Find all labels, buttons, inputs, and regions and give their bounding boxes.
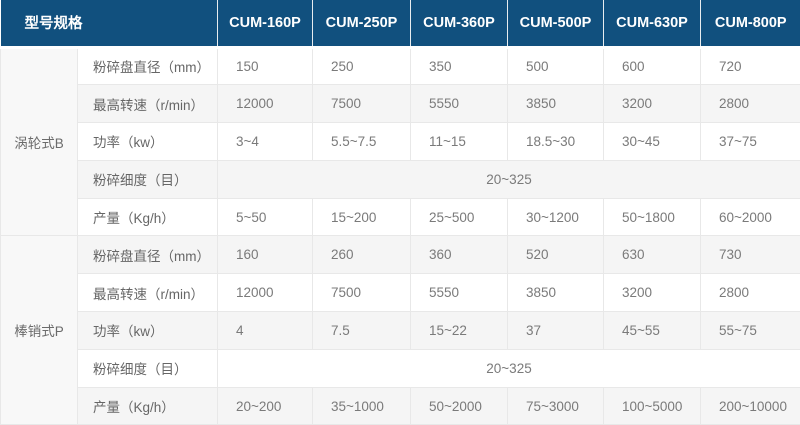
spec-value-cell: 520 [507, 235, 604, 275]
spec-value-cell: 30~1200 [507, 197, 604, 237]
spec-value-cell: 37 [507, 311, 604, 350]
spec-label: 最高转速（r/min） [77, 273, 218, 313]
spec-label: 产量（Kg/h） [77, 197, 218, 237]
model-header-cum-800p: CUM-800P [700, 0, 800, 49]
spec-value-cell: 30~45 [603, 122, 701, 161]
table-body: 涡轮式B 粉碎盘直径（mm） 150 250 350 500 600 720 最高转速（r/mi… [0, 46, 800, 425]
header-row: 型号规格 CUM-160P CUM-250P CUM-360P CUM-500P CUM… [0, 0, 800, 49]
spec-value-cell: 730 [700, 235, 800, 275]
spec-label: 粉碎细度（目） [77, 159, 218, 199]
corner-header: 型号规格 [0, 0, 218, 49]
spec-value-cell: 500 [507, 46, 604, 86]
spec-value-cell: 100~5000 [603, 386, 701, 425]
model-header-cum-500p: CUM-500P [507, 0, 604, 49]
table-row: 最高转速（r/min） 12000 7500 5550 3850 3200 2800 [1, 84, 800, 124]
spec-value-cell: 720 [700, 46, 800, 86]
spec-value-cell: 2800 [700, 273, 800, 313]
spec-value-cell: 3~4 [217, 122, 313, 161]
spec-value-cell: 2800 [700, 84, 800, 124]
spec-value-cell: 3850 [507, 273, 604, 313]
merged-value-cell: 20~325 [217, 348, 800, 388]
spec-value-cell: 25~500 [410, 197, 508, 237]
spec-value-cell: 150 [217, 46, 313, 86]
spec-value-cell: 350 [410, 46, 508, 86]
model-header-cum-160p: CUM-160P [217, 0, 313, 49]
table-row: 粉碎细度（目） 20~325 [1, 348, 800, 388]
model-header-cum-250p: CUM-250P [312, 0, 411, 49]
spec-value-cell: 35~1000 [312, 386, 411, 425]
table-row: 功率（kw） 4 7.5 15~22 37 45~55 55~75 [1, 311, 800, 350]
spec-value-cell: 75~3000 [507, 386, 604, 425]
spec-value-cell: 3200 [603, 84, 701, 124]
model-header-cum-630p: CUM-630P [603, 0, 701, 49]
table-row: 功率（kw） 3~4 5.5~7.5 11~15 18.5~30 30~45 37~75 [1, 122, 800, 161]
spec-value-cell: 7.5 [312, 311, 411, 350]
spec-value-cell: 5.5~7.5 [312, 122, 411, 161]
spec-label: 最高转速（r/min） [77, 84, 218, 124]
spec-value-cell: 55~75 [700, 311, 800, 350]
spec-label: 功率（kw） [77, 311, 218, 350]
spec-value-cell: 37~75 [700, 122, 800, 161]
spec-value-cell: 45~55 [603, 311, 701, 350]
spec-label: 产量（Kg/h） [77, 386, 218, 425]
group-cell: 涡轮式B [0, 46, 78, 237]
spec-value-cell: 200~10000 [700, 386, 800, 425]
spec-value-cell: 260 [312, 235, 411, 275]
spec-value-cell: 15~22 [410, 311, 508, 350]
spec-label: 粉碎盘直径（mm） [77, 235, 218, 275]
table-row: 产量（Kg/h） 20~200 35~1000 50~2000 75~3000 100~5… [1, 386, 800, 425]
spec-value-cell: 250 [312, 46, 411, 86]
merged-value-cell: 20~325 [217, 159, 800, 199]
spec-value-cell: 360 [410, 235, 508, 275]
spec-value-cell: 3850 [507, 84, 604, 124]
spec-value-cell: 5~50 [217, 197, 313, 237]
spec-value-cell: 4 [217, 311, 313, 350]
table-row: 粉碎细度（目） 20~325 [1, 159, 800, 199]
spec-value-cell: 12000 [217, 273, 313, 313]
table-row: 涡轮式B 粉碎盘直径（mm） 150 250 350 500 600 720 [0, 46, 800, 237]
spec-value-cell: 60~2000 [700, 197, 800, 237]
spec-value-cell: 630 [603, 235, 701, 275]
spec-value-cell: 5550 [410, 84, 508, 124]
spec-value-cell: 50~1800 [603, 197, 701, 237]
model-header-cum-360p: CUM-360P [410, 0, 508, 49]
spec-value-cell: 7500 [312, 273, 411, 313]
spec-value-cell: 160 [217, 235, 313, 275]
spec-label: 粉碎盘直径（mm） [77, 46, 218, 86]
spec-value-cell: 50~2000 [410, 386, 508, 425]
table-row: 棒销式P 粉碎盘直径（mm） 160 260 360 520 630 730 [0, 235, 800, 425]
spec-value-cell: 15~200 [312, 197, 411, 237]
spec-value-cell: 5550 [410, 273, 508, 313]
table-row: 最高转速（r/min） 12000 7500 5550 3850 3200 2800 [1, 273, 800, 313]
spec-value-cell: 11~15 [410, 122, 508, 161]
spec-label: 粉碎细度（目） [77, 348, 218, 388]
table-header: 型号规格 CUM-160P CUM-250P CUM-360P CUM-500P CUM… [0, 0, 800, 49]
spec-value-cell: 18.5~30 [507, 122, 604, 161]
group-cell: 棒销式P [0, 235, 78, 425]
spec-value-cell: 20~200 [217, 386, 313, 425]
table-row: 产量（Kg/h） 5~50 15~200 25~500 30~1200 50~1800 60… [1, 197, 800, 237]
spec-value-cell: 3200 [603, 273, 701, 313]
spec-label: 功率（kw） [77, 122, 218, 161]
spec-value-cell: 7500 [312, 84, 411, 124]
spec-value-cell: 600 [603, 46, 701, 86]
spec-value-cell: 12000 [217, 84, 313, 124]
